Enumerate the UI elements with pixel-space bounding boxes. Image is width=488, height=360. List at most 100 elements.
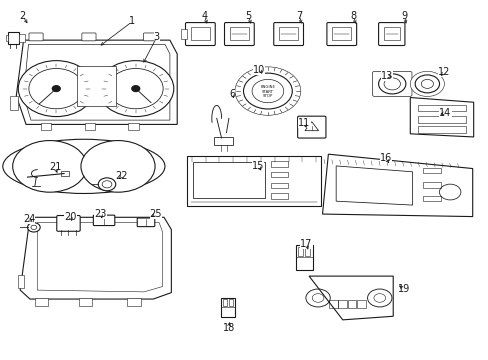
Bar — [338, 300, 346, 307]
Text: 14: 14 — [438, 108, 450, 118]
Bar — [228, 299, 232, 306]
Text: 6: 6 — [229, 89, 235, 99]
Bar — [128, 123, 139, 130]
FancyBboxPatch shape — [29, 33, 43, 41]
Text: 13: 13 — [381, 71, 393, 81]
Text: 11: 11 — [298, 118, 310, 128]
Ellipse shape — [13, 140, 87, 192]
Polygon shape — [16, 40, 177, 125]
Circle shape — [98, 60, 173, 117]
FancyBboxPatch shape — [224, 23, 254, 45]
Bar — [214, 137, 232, 145]
Circle shape — [18, 60, 94, 117]
FancyBboxPatch shape — [378, 23, 404, 45]
Text: 15: 15 — [251, 161, 264, 171]
Text: 3: 3 — [153, 32, 160, 42]
Bar — [77, 66, 116, 106]
Bar — [417, 126, 466, 133]
Bar — [298, 247, 303, 256]
Circle shape — [31, 225, 37, 229]
Bar — [331, 27, 350, 40]
Circle shape — [102, 181, 112, 188]
Text: 1: 1 — [129, 17, 135, 27]
Text: 24: 24 — [23, 215, 35, 224]
Text: 23: 23 — [94, 209, 106, 219]
Bar — [270, 161, 287, 167]
Text: 25: 25 — [149, 209, 162, 219]
Bar — [417, 116, 466, 123]
Text: 21: 21 — [49, 162, 61, 172]
FancyBboxPatch shape — [143, 33, 158, 41]
Circle shape — [132, 86, 140, 91]
Circle shape — [27, 223, 40, 232]
Text: 2: 2 — [20, 11, 26, 21]
Circle shape — [251, 80, 283, 103]
Bar — [270, 172, 287, 177]
FancyBboxPatch shape — [297, 116, 325, 138]
Bar — [422, 182, 440, 188]
Bar — [181, 29, 187, 39]
Bar — [223, 299, 226, 306]
FancyBboxPatch shape — [93, 215, 115, 226]
Bar — [305, 247, 310, 256]
Bar — [192, 162, 264, 198]
Polygon shape — [20, 217, 171, 299]
FancyBboxPatch shape — [137, 218, 155, 226]
Text: ENGINE: ENGINE — [260, 85, 275, 90]
Bar — [422, 196, 440, 202]
Text: 7: 7 — [296, 11, 302, 21]
Ellipse shape — [81, 140, 155, 192]
Text: 9: 9 — [401, 11, 407, 21]
Polygon shape — [308, 276, 392, 320]
Bar — [5, 35, 8, 41]
Circle shape — [52, 86, 60, 91]
Text: 22: 22 — [115, 171, 127, 181]
Polygon shape — [322, 154, 472, 217]
Circle shape — [29, 68, 83, 109]
Bar — [186, 156, 321, 206]
Bar — [383, 27, 399, 40]
Text: 12: 12 — [437, 67, 449, 77]
Circle shape — [383, 78, 400, 90]
Text: 18: 18 — [223, 323, 235, 333]
Bar — [18, 275, 23, 288]
Bar — [270, 193, 287, 199]
Text: 10: 10 — [252, 64, 264, 75]
Circle shape — [235, 67, 300, 115]
Bar — [190, 27, 209, 40]
Text: 4: 4 — [201, 11, 207, 21]
Bar — [295, 245, 312, 270]
Text: 19: 19 — [398, 284, 410, 294]
Circle shape — [243, 73, 292, 109]
Bar — [347, 300, 356, 307]
Bar — [229, 27, 248, 40]
Bar — [417, 104, 466, 111]
FancyBboxPatch shape — [57, 216, 80, 231]
Bar — [10, 96, 18, 110]
Circle shape — [98, 178, 116, 191]
FancyBboxPatch shape — [326, 23, 356, 45]
Text: 16: 16 — [379, 153, 391, 163]
Bar — [84, 123, 95, 130]
FancyBboxPatch shape — [273, 23, 303, 45]
Bar — [221, 298, 234, 317]
Bar — [79, 298, 92, 306]
Bar — [279, 27, 298, 40]
Bar — [19, 34, 24, 42]
Circle shape — [409, 71, 444, 96]
Bar — [61, 171, 69, 176]
Polygon shape — [409, 98, 473, 137]
Text: STOP: STOP — [262, 94, 272, 98]
Text: 5: 5 — [245, 11, 251, 21]
Bar — [127, 298, 141, 306]
Circle shape — [420, 80, 432, 88]
Bar — [35, 298, 48, 306]
Bar — [328, 300, 337, 307]
FancyBboxPatch shape — [372, 71, 411, 96]
Bar — [422, 168, 440, 174]
Circle shape — [414, 75, 439, 93]
FancyBboxPatch shape — [81, 33, 96, 41]
Bar — [41, 123, 51, 130]
Bar — [356, 300, 365, 307]
FancyBboxPatch shape — [185, 23, 215, 45]
